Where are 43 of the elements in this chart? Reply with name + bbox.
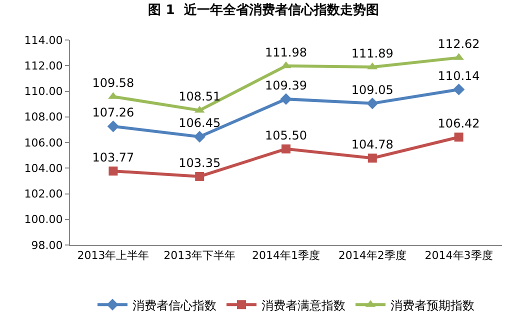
data-label: 111.98 [265, 45, 307, 60]
y-tick-label: 112.00 [24, 59, 63, 72]
data-label: 112.62 [438, 37, 480, 52]
data-label: 109.05 [351, 82, 394, 97]
point [282, 144, 290, 154]
data-label: 104.78 [351, 138, 394, 152]
data-label: 111.89 [351, 46, 394, 60]
y-tick-label: 100.00 [24, 213, 63, 226]
x-tick-label: 2013年上半年 [77, 249, 150, 262]
point [366, 98, 378, 110]
legend-label: 消费者满意指数 [262, 298, 346, 312]
data-label: 106.42 [438, 116, 480, 130]
chart-title: 图 1 近一年全省消费者信心指数走势图 [148, 2, 379, 18]
point [195, 172, 204, 181]
x-tick-label: 2013年下半年 [164, 249, 236, 262]
y-tick-label: 110.00 [24, 85, 63, 98]
x-tick-label: 2014年1季度 [252, 249, 320, 262]
data-label: 103.77 [92, 150, 134, 164]
data-label: 110.14 [438, 68, 480, 83]
y-tick-label: 108.00 [24, 110, 63, 124]
y-tick-label: 106.00 [24, 136, 63, 150]
point [280, 93, 292, 105]
point [452, 84, 465, 96]
data-label: 108.51 [178, 90, 221, 104]
data-label: 106.45 [178, 116, 221, 130]
point [108, 166, 118, 176]
data-label: 103.35 [178, 156, 221, 170]
point [194, 130, 206, 143]
legend-label: 消费者预期指数 [390, 298, 474, 312]
data-label: 109.58 [92, 76, 134, 90]
legend-label: 消费者信心指数 [132, 298, 216, 312]
point [454, 132, 464, 142]
point [107, 120, 120, 132]
y-tick-label: 114.00 [24, 34, 63, 47]
data-label: 105.50 [265, 128, 307, 142]
y-tick-label: 98.00 [31, 238, 63, 252]
data-label: 109.39 [265, 78, 307, 92]
y-tick-label: 104.00 [24, 162, 63, 175]
y-tick-label: 102.00 [24, 188, 63, 201]
x-tick-label: 2014年2季度 [338, 249, 406, 262]
x-tick-label: 2014年3季度 [424, 249, 493, 262]
data-label: 107.26 [92, 106, 134, 120]
point [368, 154, 377, 163]
